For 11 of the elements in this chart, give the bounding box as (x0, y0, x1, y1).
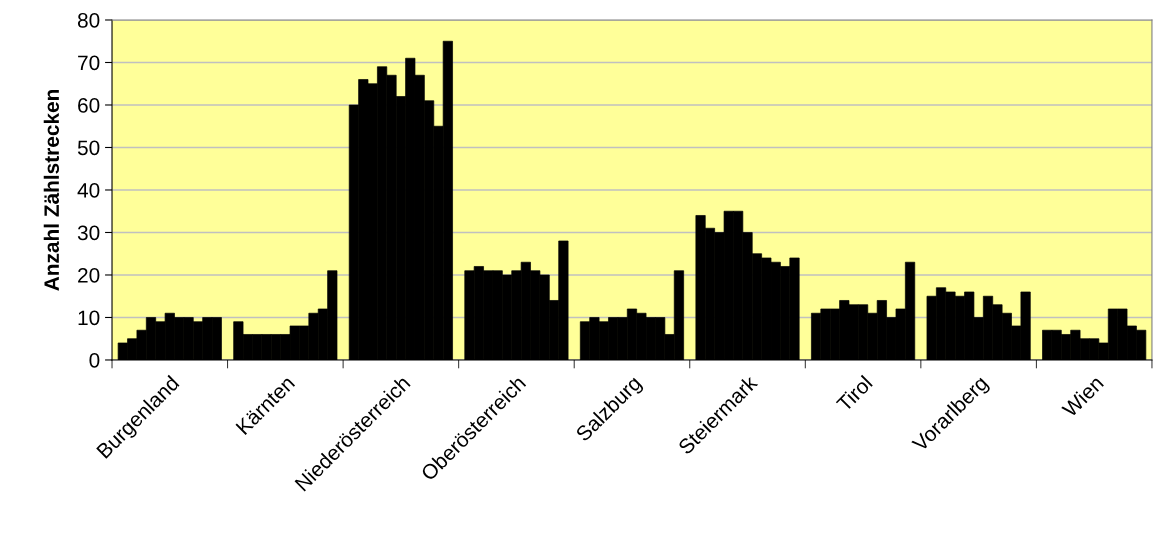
y-tick-label: 80 (77, 12, 100, 28)
y-tick-label: 30 (77, 225, 100, 241)
y-tick-label: 0 (89, 352, 100, 368)
y-tick-label: 20 (78, 267, 100, 283)
x-tick-label: Tirol (835, 374, 873, 413)
y-tick-label: 40 (77, 182, 100, 198)
y-tick-label: 60 (78, 97, 100, 113)
y-tick-label: 50 (77, 140, 100, 156)
y-axis-title: Anzahl Zählstrecken (43, 89, 60, 291)
y-tick-label: 10 (78, 310, 100, 326)
y-tick-label: 70 (78, 55, 100, 71)
